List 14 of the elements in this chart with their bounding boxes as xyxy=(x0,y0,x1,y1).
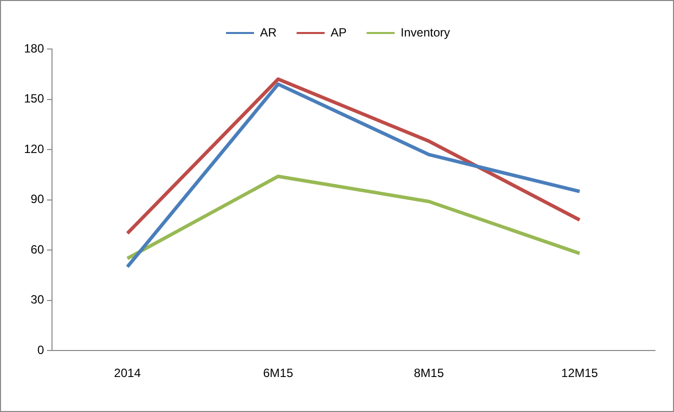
x-tick-label: 2014 xyxy=(114,366,142,380)
y-tick-label: 150 xyxy=(24,92,44,106)
x-tick-label: 6M15 xyxy=(263,366,294,380)
y-tick-label: 60 xyxy=(30,242,44,256)
y-tick-label: 180 xyxy=(24,41,44,56)
legend-label: Inventory xyxy=(400,25,450,40)
x-tick-label: 12M15 xyxy=(561,366,598,380)
y-tick-label: 30 xyxy=(30,292,44,307)
legend-label: AP xyxy=(330,25,347,40)
y-tick-label: 120 xyxy=(24,142,44,156)
x-tick-label: 8M15 xyxy=(414,366,444,380)
y-tick-label: 0 xyxy=(37,342,44,357)
y-tick-label: 90 xyxy=(30,192,44,206)
legend-label: AR xyxy=(260,25,277,40)
